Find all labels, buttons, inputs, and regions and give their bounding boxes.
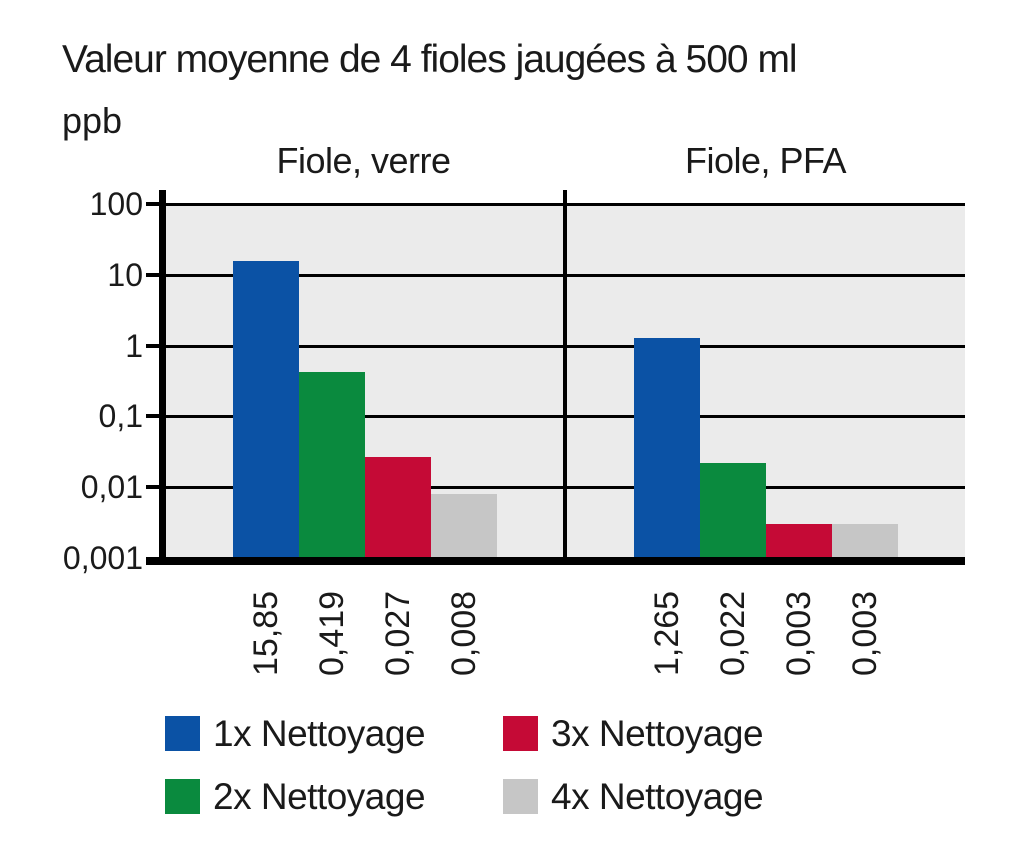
bar-panel2-series1 (634, 338, 700, 558)
panel-title-fiole-pfa: Fiole, PFA (684, 140, 847, 181)
bar-panel1-series1 (233, 261, 299, 558)
bar-panel2-series2 (700, 463, 766, 558)
bar-panel2-series3 (766, 524, 832, 558)
y-axis-tick-label: 0,01 (80, 469, 143, 505)
y-axis-tick-mark (146, 202, 163, 206)
legend-swatch-icon (165, 779, 200, 814)
legend-item: 3x Nettoyage (503, 713, 764, 754)
y-axis-unit-label: ppb (62, 100, 123, 141)
legend: 1x Nettoyage 3x Nettoyage 2x Nettoyage 4x N… (165, 713, 764, 817)
bar-panel1-series3 (365, 457, 431, 558)
x-axis-line (146, 557, 965, 565)
legend-swatch-icon (503, 779, 538, 814)
y-axis-line (159, 190, 166, 565)
y-axis-tick-label: 10 (107, 257, 143, 293)
bar-value-label: 0,022 (714, 590, 752, 676)
panel-title-fiole-verre: Fiole, verre (276, 140, 451, 181)
y-axis-tick-label: 1 (125, 328, 143, 364)
bar-value-label: 15,85 (247, 590, 285, 676)
y-axis-tick-label: 0,001 (62, 540, 143, 576)
legend-swatch-icon (165, 716, 200, 751)
legend-label: 4x Nettoyage (551, 776, 764, 817)
legend-item: 1x Nettoyage (165, 713, 503, 754)
bar-panel2-series4 (832, 524, 898, 558)
legend-label: 2x Nettoyage (213, 776, 426, 817)
legend-swatch-icon (503, 716, 538, 751)
y-axis-tick-mark (146, 414, 163, 418)
bar-value-label: 0,003 (846, 590, 884, 676)
bar-value-label: 0,008 (445, 590, 483, 676)
bar-value-label: 1,265 (648, 590, 686, 676)
chart-title: Valeur moyenne de 4 fioles jaugées à 500… (62, 38, 798, 81)
bar-panel1-series2 (299, 372, 365, 558)
y-axis-tick-label: 0,1 (98, 398, 143, 434)
bar-panel1-series4 (431, 494, 497, 558)
bar-value-label: 0,027 (379, 590, 417, 676)
legend-label: 3x Nettoyage (551, 713, 764, 754)
bar-value-label: 0,003 (780, 590, 818, 676)
legend-item: 4x Nettoyage (503, 776, 764, 817)
legend-item: 2x Nettoyage (165, 776, 503, 817)
panel-divider-line (563, 190, 567, 558)
legend-label: 1x Nettoyage (213, 713, 426, 754)
y-axis-tick-mark (146, 485, 163, 489)
bar-value-label: 0,419 (313, 590, 351, 676)
y-axis-tick-mark (146, 344, 163, 348)
y-axis-tick-label: 100 (89, 186, 143, 222)
y-axis-tick-mark (146, 273, 163, 277)
